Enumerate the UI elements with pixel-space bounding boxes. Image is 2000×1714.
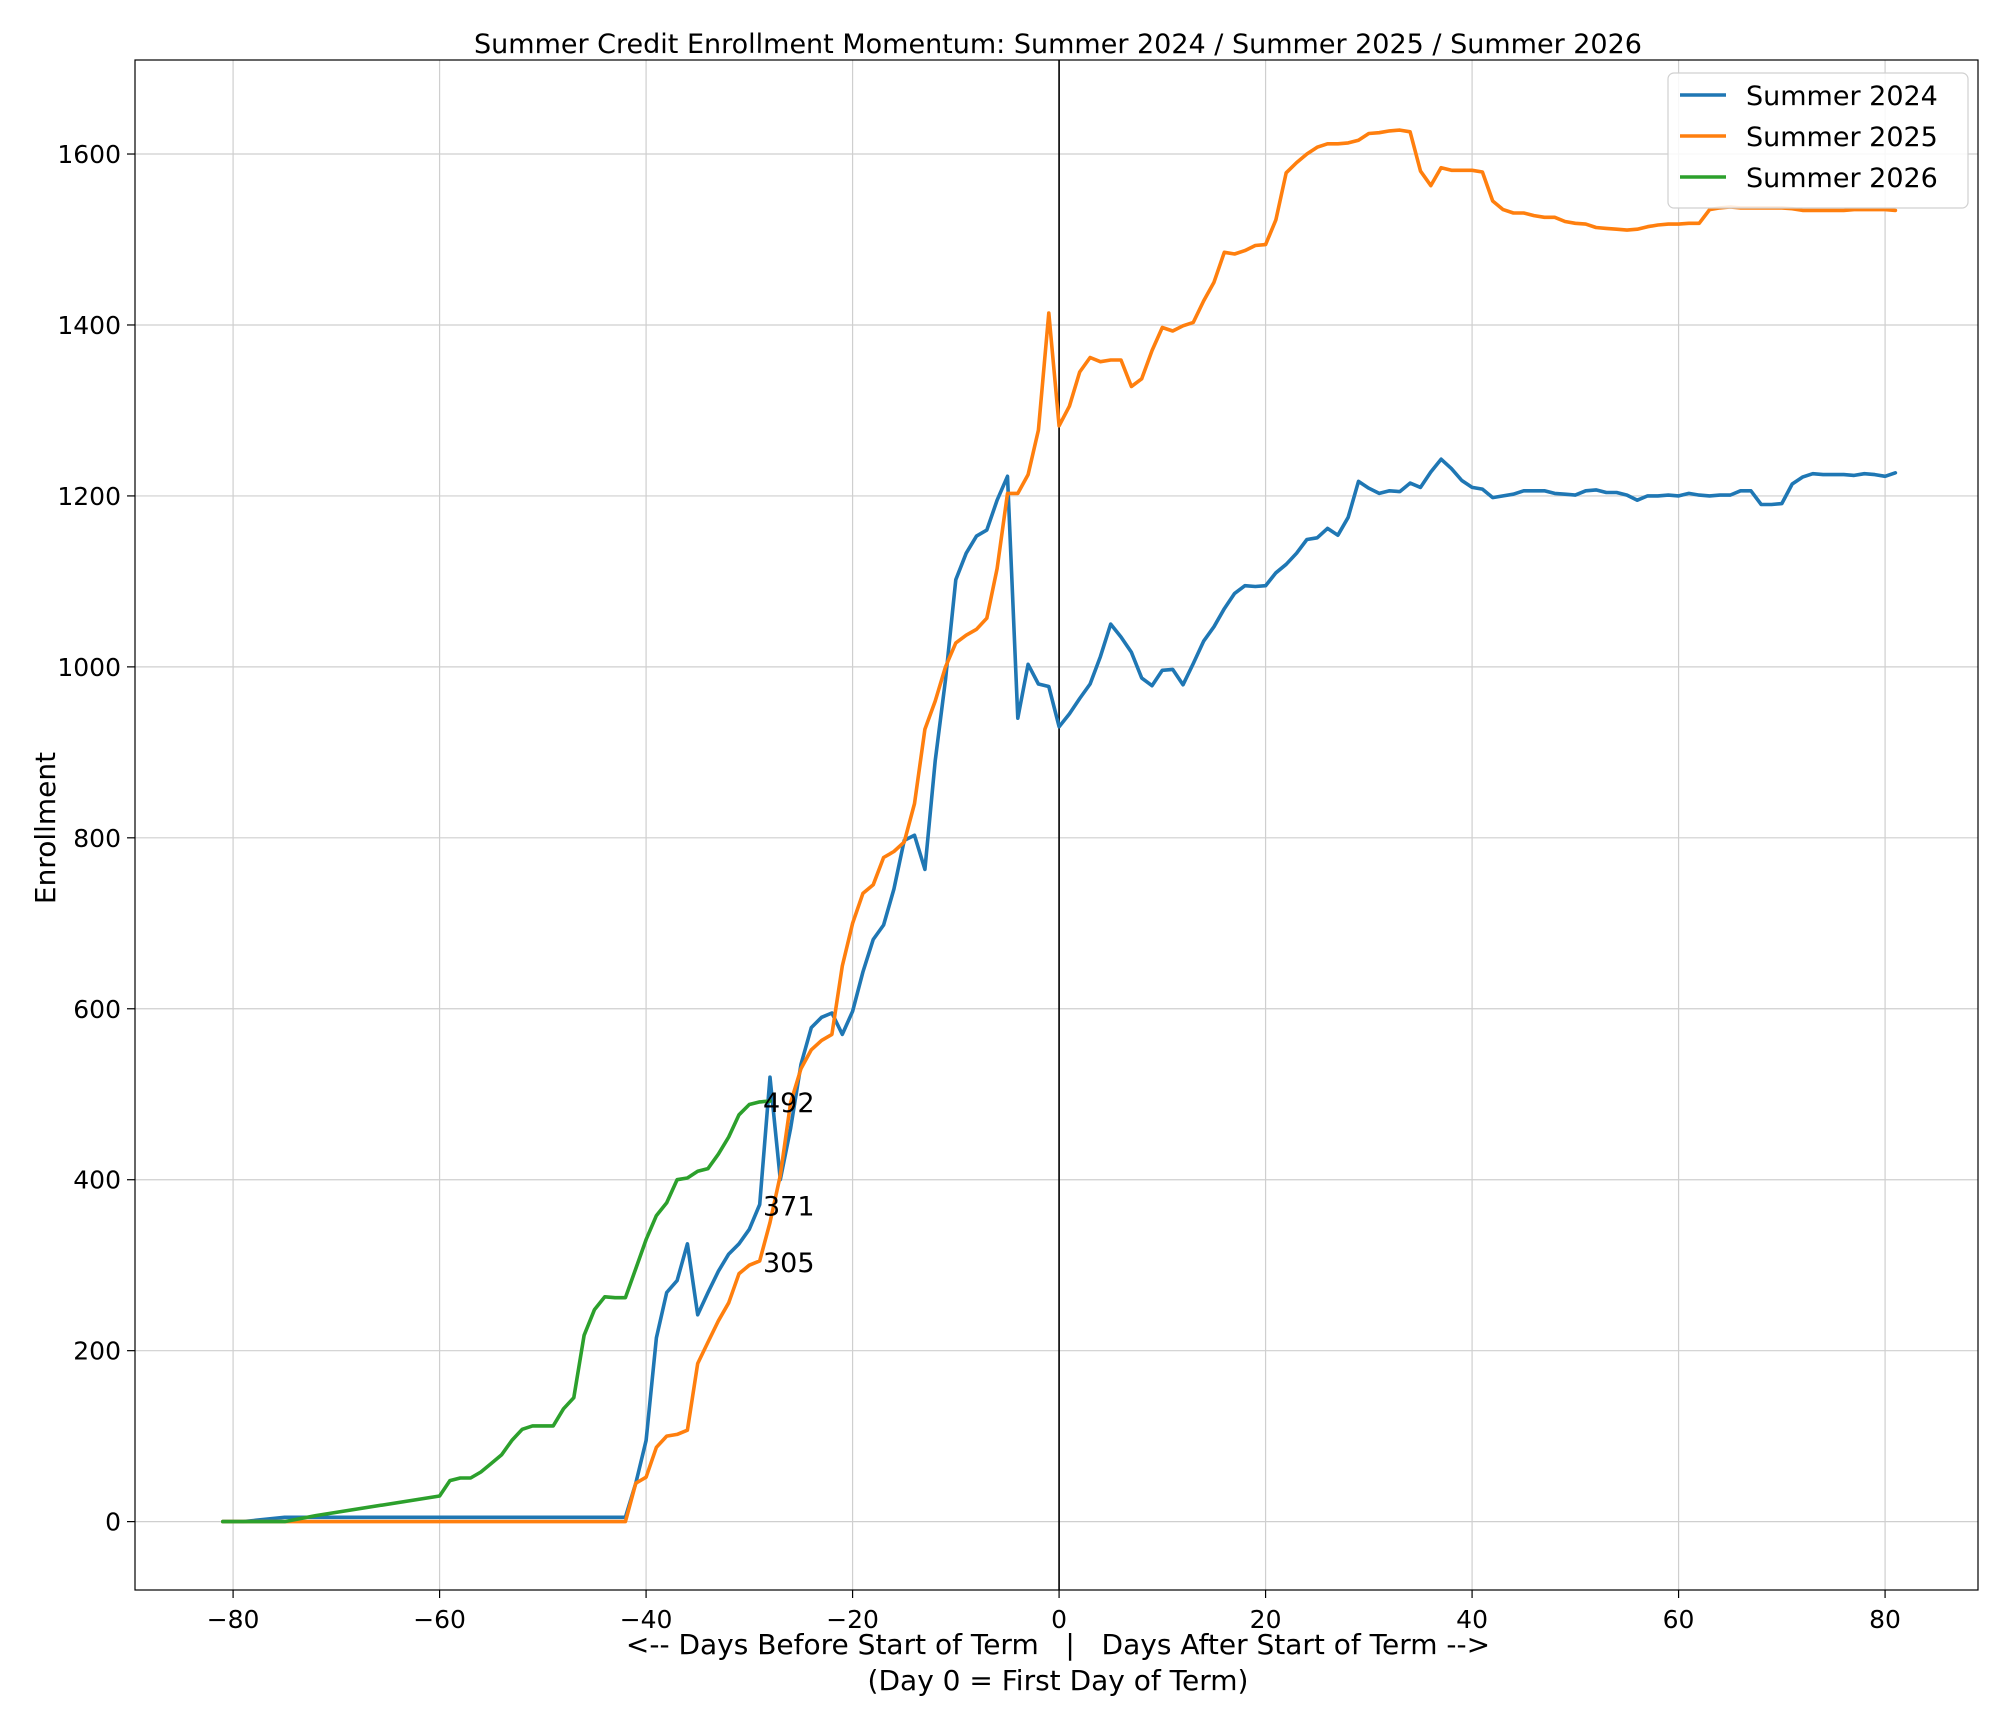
series-line-summer-2025	[221, 128, 1898, 1524]
annotation-label: 371	[763, 1192, 815, 1223]
x-tick-label: −20	[826, 1605, 879, 1634]
legend: Summer 2024 Summer 2025 Summer 2026	[1667, 72, 1969, 209]
y-tick-label: 1600	[57, 140, 121, 169]
plot-frame	[134, 59, 1979, 1591]
y-tick-label: 800	[73, 824, 121, 853]
x-axis-ticks: −80 −60 −40 −20 0 20 40 60 80	[207, 1590, 1901, 1634]
y-axis-label: Enrollment	[29, 752, 62, 904]
legend-label: Summer 2024	[1746, 81, 1938, 112]
annotation-label: 492	[763, 1088, 815, 1119]
annotations: 492 371 305	[763, 1088, 815, 1279]
x-tick-label: −60	[413, 1605, 466, 1634]
x-tick-label: 80	[1869, 1605, 1901, 1634]
y-tick-label: 200	[73, 1337, 121, 1366]
y-axis-ticks: 0 200 400 600 800 1000 1200 1400 1600	[57, 140, 135, 1537]
x-axis-label-line1: <-- Days Before Start of Term | Days Aft…	[626, 1628, 1490, 1661]
y-tick-label: 1200	[57, 482, 121, 511]
y-tick-label: 1000	[57, 653, 121, 682]
series-lines	[221, 128, 1898, 1524]
chart-title: Summer Credit Enrollment Momentum: Summe…	[474, 29, 1642, 60]
x-axis-label-line2: (Day 0 = First Day of Term)	[868, 1664, 1249, 1697]
legend-label: Summer 2026	[1746, 163, 1938, 194]
grid-lines	[135, 60, 1978, 1590]
y-tick-label: 400	[73, 1166, 121, 1195]
x-tick-label: 0	[1051, 1605, 1067, 1634]
x-tick-label: −40	[620, 1605, 673, 1634]
series-line-summer-2026	[221, 1099, 772, 1524]
y-tick-label: 600	[73, 995, 121, 1024]
y-tick-label: 0	[105, 1508, 121, 1537]
series-line-summer-2024	[221, 457, 1898, 1524]
x-tick-label: 60	[1663, 1605, 1695, 1634]
legend-box	[1667, 72, 1969, 209]
x-tick-label: −80	[207, 1605, 260, 1634]
x-tick-label: 40	[1456, 1605, 1488, 1634]
y-tick-label: 1400	[57, 311, 121, 340]
annotation-label: 305	[763, 1248, 815, 1279]
x-tick-label: 20	[1250, 1605, 1282, 1634]
legend-label: Summer 2025	[1746, 122, 1938, 153]
